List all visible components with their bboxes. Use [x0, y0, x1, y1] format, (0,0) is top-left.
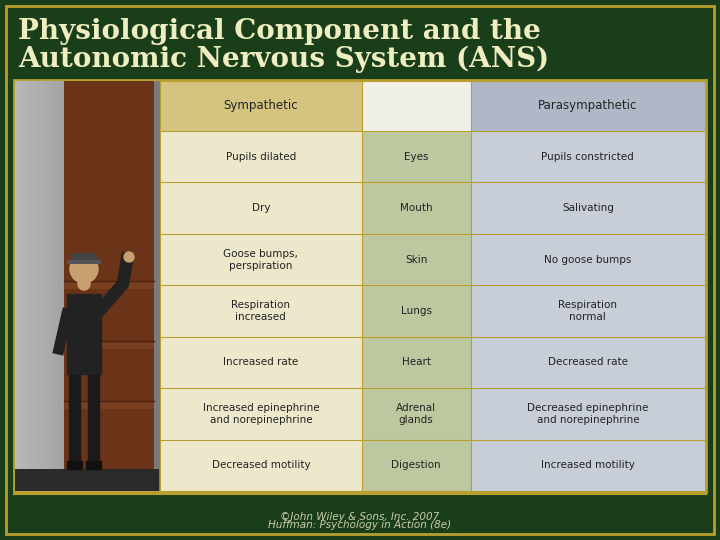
Polygon shape: [88, 374, 99, 469]
FancyBboxPatch shape: [111, 81, 117, 491]
Text: Increased rate: Increased rate: [223, 357, 299, 367]
FancyBboxPatch shape: [471, 131, 705, 183]
Text: Mouth: Mouth: [400, 203, 433, 213]
Text: Pupils constricted: Pupils constricted: [541, 152, 634, 161]
Text: Lungs: Lungs: [400, 306, 432, 316]
FancyBboxPatch shape: [39, 81, 45, 491]
Polygon shape: [70, 253, 98, 261]
FancyBboxPatch shape: [87, 81, 92, 491]
FancyBboxPatch shape: [49, 81, 54, 491]
FancyBboxPatch shape: [63, 81, 68, 491]
Circle shape: [70, 255, 98, 283]
FancyBboxPatch shape: [82, 81, 88, 491]
Text: No goose bumps: No goose bumps: [544, 254, 631, 265]
Circle shape: [78, 278, 90, 290]
FancyBboxPatch shape: [160, 337, 361, 388]
Text: Increased epinephrine
and norepinephrine: Increased epinephrine and norepinephrine: [202, 403, 319, 425]
FancyBboxPatch shape: [160, 183, 361, 234]
FancyBboxPatch shape: [35, 81, 40, 491]
FancyBboxPatch shape: [361, 285, 471, 337]
FancyBboxPatch shape: [116, 81, 121, 491]
Text: Eyes: Eyes: [404, 152, 428, 161]
FancyBboxPatch shape: [15, 81, 20, 491]
FancyBboxPatch shape: [102, 81, 107, 491]
FancyBboxPatch shape: [64, 401, 154, 409]
FancyBboxPatch shape: [361, 183, 471, 234]
FancyBboxPatch shape: [14, 80, 706, 492]
Text: Autonomic Nervous System (ANS): Autonomic Nervous System (ANS): [18, 46, 549, 73]
FancyBboxPatch shape: [96, 81, 102, 491]
FancyBboxPatch shape: [73, 81, 78, 491]
Polygon shape: [69, 369, 80, 469]
FancyBboxPatch shape: [67, 260, 101, 264]
FancyBboxPatch shape: [24, 81, 30, 491]
FancyBboxPatch shape: [64, 341, 154, 349]
FancyBboxPatch shape: [125, 81, 131, 491]
FancyBboxPatch shape: [160, 440, 361, 491]
Text: Heart: Heart: [402, 357, 431, 367]
FancyBboxPatch shape: [471, 285, 705, 337]
FancyBboxPatch shape: [30, 81, 35, 491]
FancyBboxPatch shape: [160, 388, 361, 440]
Text: Pupils dilated: Pupils dilated: [225, 152, 296, 161]
Polygon shape: [67, 294, 101, 374]
FancyBboxPatch shape: [160, 234, 361, 285]
FancyBboxPatch shape: [361, 440, 471, 491]
FancyBboxPatch shape: [361, 81, 471, 131]
FancyBboxPatch shape: [471, 337, 705, 388]
FancyBboxPatch shape: [140, 81, 145, 491]
FancyBboxPatch shape: [78, 81, 83, 491]
Text: Dry: Dry: [251, 203, 270, 213]
FancyBboxPatch shape: [64, 281, 154, 289]
FancyBboxPatch shape: [130, 81, 135, 491]
FancyBboxPatch shape: [361, 131, 471, 183]
Text: Decreased motility: Decreased motility: [212, 460, 310, 470]
Text: Skin: Skin: [405, 254, 428, 265]
FancyBboxPatch shape: [471, 234, 705, 285]
FancyBboxPatch shape: [121, 81, 126, 491]
FancyBboxPatch shape: [44, 81, 49, 491]
Text: Physiological Component and the: Physiological Component and the: [18, 18, 541, 45]
FancyBboxPatch shape: [471, 440, 705, 491]
FancyBboxPatch shape: [154, 81, 160, 491]
FancyBboxPatch shape: [160, 285, 361, 337]
Text: Parasympathetic: Parasympathetic: [538, 99, 637, 112]
FancyBboxPatch shape: [107, 81, 112, 491]
FancyBboxPatch shape: [361, 388, 471, 440]
FancyBboxPatch shape: [471, 81, 705, 131]
FancyBboxPatch shape: [92, 81, 97, 491]
FancyBboxPatch shape: [361, 234, 471, 285]
FancyBboxPatch shape: [471, 183, 705, 234]
Polygon shape: [86, 461, 101, 469]
Text: Sympathetic: Sympathetic: [223, 99, 298, 112]
Text: Salivating: Salivating: [562, 203, 613, 213]
Text: Respiration
increased: Respiration increased: [231, 300, 290, 322]
Text: Digestion: Digestion: [392, 460, 441, 470]
FancyBboxPatch shape: [471, 388, 705, 440]
Text: Adrenal
glands: Adrenal glands: [396, 403, 436, 425]
FancyBboxPatch shape: [58, 81, 63, 491]
FancyBboxPatch shape: [135, 81, 140, 491]
FancyBboxPatch shape: [160, 81, 361, 131]
Text: Increased motility: Increased motility: [541, 460, 635, 470]
FancyBboxPatch shape: [160, 131, 361, 183]
FancyBboxPatch shape: [15, 469, 159, 491]
FancyBboxPatch shape: [361, 337, 471, 388]
Text: Respiration
normal: Respiration normal: [558, 300, 617, 322]
FancyBboxPatch shape: [145, 81, 150, 491]
Text: Goose bumps,
perspiration: Goose bumps, perspiration: [223, 248, 298, 271]
Circle shape: [124, 252, 134, 262]
Text: Decreased epinephrine
and norepinephrine: Decreased epinephrine and norepinephrine: [527, 403, 649, 425]
Polygon shape: [67, 461, 82, 469]
FancyBboxPatch shape: [150, 81, 155, 491]
FancyBboxPatch shape: [53, 81, 59, 491]
Text: Huffman: Psychology in Action (8e): Huffman: Psychology in Action (8e): [269, 520, 451, 530]
Text: ©John Wiley & Sons, Inc. 2007: ©John Wiley & Sons, Inc. 2007: [280, 512, 440, 522]
FancyBboxPatch shape: [20, 81, 25, 491]
FancyBboxPatch shape: [64, 81, 154, 469]
Text: Decreased rate: Decreased rate: [548, 357, 628, 367]
FancyBboxPatch shape: [68, 81, 73, 491]
